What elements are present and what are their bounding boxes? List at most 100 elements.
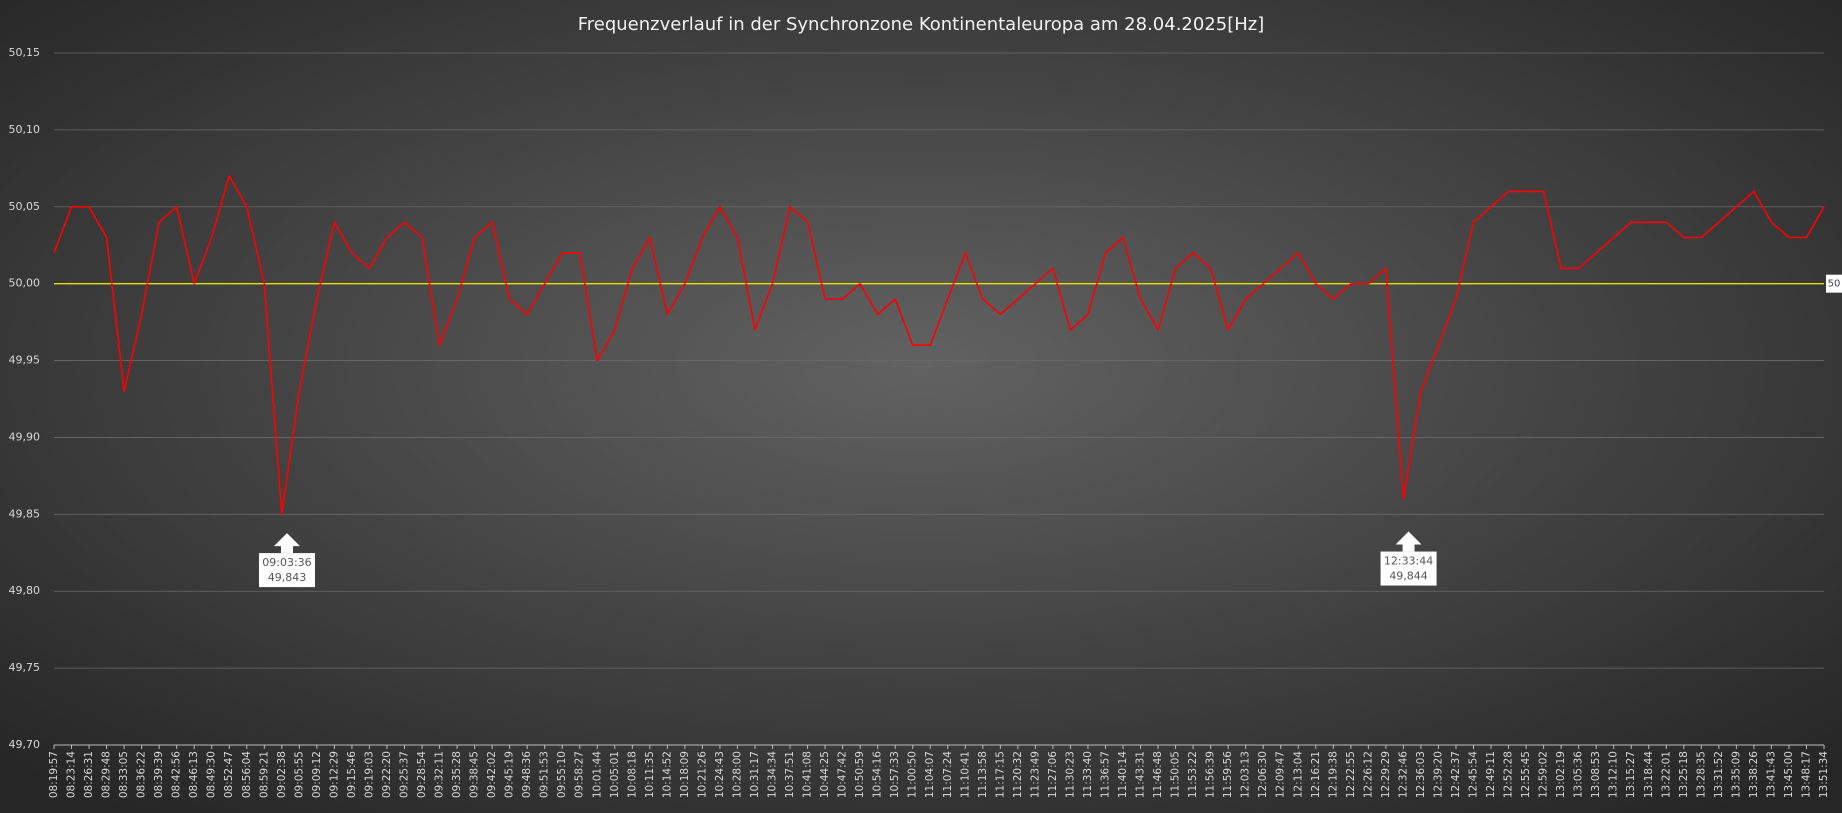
x-tick-label: 10:21:26 [696, 751, 708, 798]
x-tick-label: 09:58:27 [574, 751, 586, 798]
x-tick-label: 12:52:28 [1503, 751, 1515, 798]
x-tick-label: 08:36:22 [136, 751, 148, 798]
x-tick-label: 11:56:39 [1205, 751, 1217, 798]
y-tick-label: 50,00 [9, 277, 41, 290]
x-tick-label: 10:18:09 [679, 751, 691, 798]
x-tick-label: 13:05:36 [1573, 751, 1585, 798]
x-tick-label: 10:44:25 [819, 751, 831, 798]
x-tick-label: 12:45:54 [1468, 751, 1480, 798]
x-tick-label: 08:23:14 [66, 751, 78, 798]
x-tick-label: 10:08:18 [626, 751, 638, 798]
x-tick-label: 13:38:26 [1748, 751, 1760, 798]
x-tick-label: 09:55:10 [556, 751, 568, 798]
x-tick-label: 13:18:44 [1643, 751, 1655, 798]
x-tick-label: 12:42:37 [1450, 751, 1462, 798]
x-tick-label: 12:32:46 [1397, 751, 1409, 798]
x-tick-label: 10:54:16 [872, 751, 884, 798]
x-tick-label: 13:41:43 [1765, 751, 1777, 798]
x-tick-label: 10:24:43 [714, 751, 726, 798]
x-tick-label: 13:25:18 [1678, 751, 1690, 798]
x-tick-label: 10:11:35 [644, 751, 656, 798]
x-tick-label: 08:42:56 [171, 751, 183, 798]
x-tick-label: 08:46:13 [188, 751, 200, 798]
x-tick-label: 13:28:35 [1695, 751, 1707, 798]
y-tick-label: 49,70 [9, 738, 41, 751]
x-tick-label: 09:02:38 [276, 751, 288, 798]
x-tick-label: 13:12:10 [1608, 751, 1620, 798]
series-line [53, 175, 1825, 516]
x-tick-label: 11:04:07 [924, 751, 936, 798]
x-tick-label: 09:38:45 [469, 751, 481, 798]
x-tick-label: 11:07:24 [942, 751, 954, 798]
x-tick-label: 09:25:37 [398, 751, 410, 798]
x-tick-label: 11:20:32 [1012, 751, 1024, 798]
x-tick-label: 12:09:47 [1275, 751, 1287, 798]
x-tick-label: 11:50:05 [1170, 751, 1182, 798]
y-tick-label: 49,85 [9, 507, 41, 520]
y-tick-label: 50,15 [9, 46, 41, 59]
x-tick-label: 12:55:45 [1520, 751, 1532, 798]
x-tick-label: 08:26:31 [83, 751, 95, 798]
x-tick-label: 08:49:30 [206, 751, 218, 798]
y-tick-label: 49,90 [9, 430, 41, 443]
x-tick-label: 11:43:31 [1135, 751, 1147, 798]
annotation-box [258, 553, 315, 588]
x-tick-label: 11:40:14 [1117, 751, 1129, 798]
x-tick-label: 13:08:53 [1590, 751, 1602, 798]
x-tick-label: 09:35:28 [451, 751, 463, 798]
x-tick-label: 12:22:55 [1345, 751, 1357, 798]
x-tick-label: 10:41:08 [802, 751, 814, 798]
x-tick-label: 12:13:04 [1292, 751, 1304, 798]
x-tick-label: 09:42:02 [486, 751, 498, 798]
y-tick-label: 49,75 [9, 661, 41, 674]
annotation-value: 49,844 [1389, 570, 1428, 583]
annotation-time: 09:03:36 [262, 556, 311, 569]
annotation-box [1380, 551, 1437, 586]
x-tick-label: 11:36:57 [1099, 751, 1111, 798]
x-tick-label: 11:13:58 [977, 751, 989, 798]
x-tick-label: 11:00:50 [907, 751, 919, 798]
y-tick-label: 49,80 [9, 584, 41, 597]
x-tick-label: 12:29:29 [1380, 751, 1392, 798]
x-tick-label: 10:34:34 [767, 751, 779, 798]
y-tick-label: 49,95 [9, 354, 41, 367]
x-tick-label: 08:56:04 [241, 751, 253, 798]
x-tick-label: 13:35:09 [1730, 751, 1742, 798]
x-tick-label: 12:03:13 [1240, 751, 1252, 798]
annotation-value: 49,843 [268, 571, 307, 584]
y-tick-label: 50,05 [9, 200, 41, 213]
x-tick-label: 12:59:02 [1538, 751, 1550, 798]
x-tick-label: 11:33:40 [1082, 751, 1094, 798]
x-tick-label: 08:59:21 [258, 751, 270, 798]
x-tick-label: 11:17:15 [994, 751, 1006, 798]
annotation-arrow [1395, 531, 1422, 552]
x-tick-label: 09:09:12 [311, 751, 323, 798]
x-tick-label: 10:50:59 [854, 751, 866, 798]
x-tick-label: 10:31:17 [749, 751, 761, 798]
y-tick-label: 50,10 [9, 123, 41, 136]
x-tick-label: 13:22:01 [1660, 751, 1672, 798]
reference-label-box [1826, 274, 1842, 293]
x-tick-label: 09:28:54 [416, 751, 428, 798]
x-tick-label: 08:52:47 [223, 751, 235, 798]
reference-label: 50 [1828, 279, 1841, 290]
x-tick-label: 11:10:41 [959, 751, 971, 798]
x-tick-label: 10:14:52 [661, 751, 673, 798]
x-tick-label: 13:45:00 [1783, 751, 1795, 798]
x-tick-label: 11:23:49 [1029, 751, 1041, 798]
x-tick-label: 12:16:21 [1310, 751, 1322, 798]
x-tick-label: 13:31:52 [1713, 751, 1725, 798]
x-tick-label: 11:27:06 [1047, 751, 1059, 798]
x-tick-label: 10:57:33 [889, 751, 901, 798]
x-tick-label: 12:49:11 [1485, 751, 1497, 798]
x-tick-label: 11:53:22 [1187, 751, 1199, 798]
x-tick-label: 09:22:20 [381, 751, 393, 798]
x-tick-label: 10:47:42 [837, 751, 849, 798]
x-tick-label: 13:48:17 [1800, 751, 1812, 798]
x-tick-label: 10:28:00 [731, 751, 743, 798]
x-tick-label: 09:19:03 [363, 751, 375, 798]
x-tick-label: 08:33:05 [118, 751, 130, 798]
x-tick-label: 11:30:23 [1064, 751, 1076, 798]
